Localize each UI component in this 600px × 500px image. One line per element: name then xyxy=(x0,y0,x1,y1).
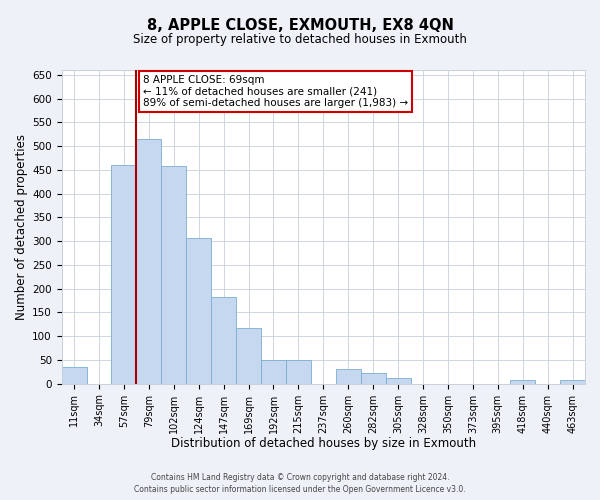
Bar xyxy=(510,380,535,384)
Text: 8, APPLE CLOSE, EXMOUTH, EX8 4QN: 8, APPLE CLOSE, EXMOUTH, EX8 4QN xyxy=(146,18,454,32)
Bar xyxy=(112,165,136,384)
Bar xyxy=(361,374,386,384)
Bar xyxy=(136,139,161,384)
Bar xyxy=(261,360,286,384)
Text: Contains HM Land Registry data © Crown copyright and database right 2024.
Contai: Contains HM Land Registry data © Crown c… xyxy=(134,472,466,494)
Bar xyxy=(236,328,261,384)
Text: Size of property relative to detached houses in Exmouth: Size of property relative to detached ho… xyxy=(133,34,467,46)
Bar xyxy=(560,380,585,384)
Bar xyxy=(62,367,86,384)
Bar xyxy=(211,297,236,384)
Bar xyxy=(386,378,410,384)
Bar xyxy=(286,360,311,384)
Bar xyxy=(161,166,186,384)
Y-axis label: Number of detached properties: Number of detached properties xyxy=(15,134,28,320)
Bar xyxy=(186,238,211,384)
Bar xyxy=(336,370,361,384)
Text: 8 APPLE CLOSE: 69sqm
← 11% of detached houses are smaller (241)
89% of semi-deta: 8 APPLE CLOSE: 69sqm ← 11% of detached h… xyxy=(143,74,408,108)
X-axis label: Distribution of detached houses by size in Exmouth: Distribution of detached houses by size … xyxy=(171,437,476,450)
